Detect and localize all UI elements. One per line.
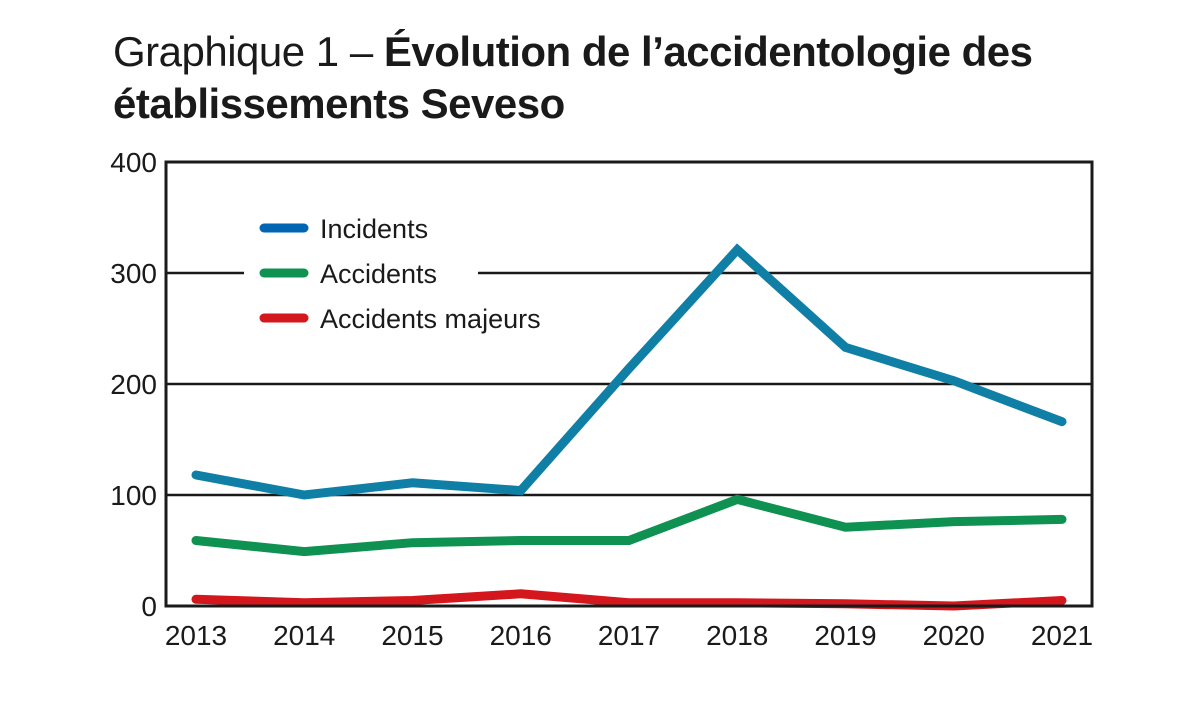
series-line-accidents-majeurs (191, 589, 1067, 611)
chart-title-prefix: Graphique 1 – (113, 28, 384, 75)
y-tick-label-400: 400 (110, 147, 157, 178)
chart-title-main: Évolution de l’accidentologie des établi… (113, 28, 1033, 127)
x-tick-label-2014: 2014 (273, 620, 335, 651)
y-tick-label-0: 0 (141, 591, 157, 622)
y-tick-label-200: 200 (110, 369, 157, 400)
chart-title: Graphique 1 – Évolution de l’accidentolo… (113, 26, 1163, 130)
legend-label-incidents: Incidents (320, 214, 428, 244)
x-tick-label-2016: 2016 (490, 620, 552, 651)
series-line-incidents (191, 243, 1067, 500)
y-tick-label-300: 300 (110, 258, 157, 289)
series-line-accidents (191, 494, 1067, 557)
x-tick-label-2021: 2021 (1031, 620, 1093, 651)
y-axis-tick-labels: 0 100 200 300 400 (110, 147, 157, 622)
x-tick-label-2015: 2015 (381, 620, 443, 651)
x-tick-label-2019: 2019 (814, 620, 876, 651)
x-tick-label-2020: 2020 (923, 620, 985, 651)
x-axis-tick-labels: 2013 2014 2015 2016 2017 2018 2019 2020 2021 (165, 620, 1093, 651)
x-tick-label-2013: 2013 (165, 620, 227, 651)
y-tick-label-100: 100 (110, 480, 157, 511)
legend-label-accidents-majeurs: Accidents majeurs (320, 304, 541, 334)
x-tick-label-2017: 2017 (598, 620, 660, 651)
plot-frame (164, 160, 1094, 608)
legend-label-accidents: Accidents (320, 259, 437, 289)
x-tick-label-2018: 2018 (706, 620, 768, 651)
legend: Incidents Accidents Accidents majeurs (244, 200, 541, 340)
